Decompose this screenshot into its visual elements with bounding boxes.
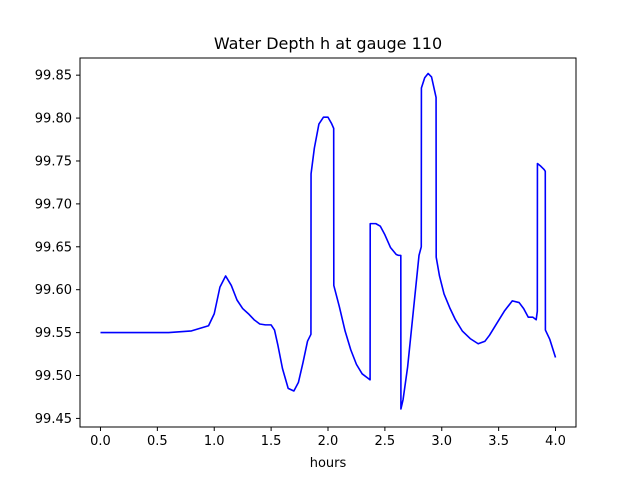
chart-title: Water Depth h at gauge 110 <box>214 34 442 53</box>
y-tick-label: 99.45 <box>35 412 72 427</box>
y-axis-ticks: 99.45 99.50 99.55 99.60 99.65 99.70 99.75 99.80… <box>35 69 80 427</box>
x-tick-label: 4.0 <box>545 434 566 449</box>
x-tick-label: 0.0 <box>90 434 111 449</box>
x-tick-label: 1.0 <box>204 434 225 449</box>
y-tick-label: 99.70 <box>35 197 72 212</box>
x-tick-label: 2.5 <box>375 434 396 449</box>
x-axis-label: hours <box>310 456 347 471</box>
y-tick-label: 99.50 <box>35 369 72 384</box>
y-tick-label: 99.65 <box>35 240 72 255</box>
series-line-0 <box>100 72 557 410</box>
y-tick-label: 99.85 <box>35 69 72 84</box>
y-tick-label: 99.60 <box>35 283 72 298</box>
y-tick-label: 99.55 <box>35 326 72 341</box>
plot-frame <box>79 57 577 428</box>
x-tick-label: 1.5 <box>261 434 282 449</box>
x-axis-ticks: 0.0 0.5 1.0 1.5 2.0 2.5 3.0 3.5 4.0 <box>90 427 566 449</box>
plot-area <box>100 72 557 410</box>
x-tick-label: 3.0 <box>431 434 452 449</box>
x-tick-label: 0.5 <box>147 434 168 449</box>
y-tick-label: 99.75 <box>35 154 72 169</box>
y-tick-label: 99.80 <box>35 112 72 127</box>
x-tick-label: 3.5 <box>488 434 509 449</box>
x-tick-label: 2.0 <box>318 434 339 449</box>
